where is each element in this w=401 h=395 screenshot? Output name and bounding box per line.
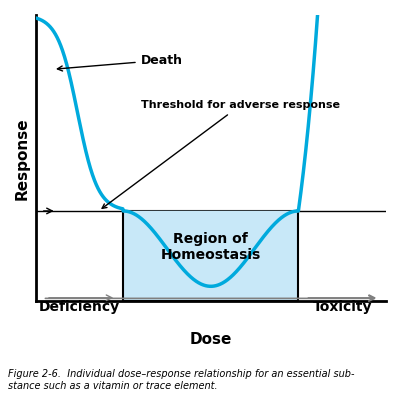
Text: Region of
Homeostasis: Region of Homeostasis — [161, 232, 261, 262]
Text: Dose: Dose — [190, 331, 232, 346]
Text: Death: Death — [57, 54, 183, 71]
Y-axis label: Response: Response — [15, 117, 30, 199]
Text: Figure 2-6.  Individual dose–response relationship for an essential sub-
stance : Figure 2-6. Individual dose–response rel… — [8, 369, 354, 391]
Text: Threshold for adverse response: Threshold for adverse response — [102, 100, 340, 208]
Text: Deficiency: Deficiency — [39, 300, 120, 314]
Bar — [123, 211, 298, 301]
Text: Toxicity: Toxicity — [312, 300, 372, 314]
